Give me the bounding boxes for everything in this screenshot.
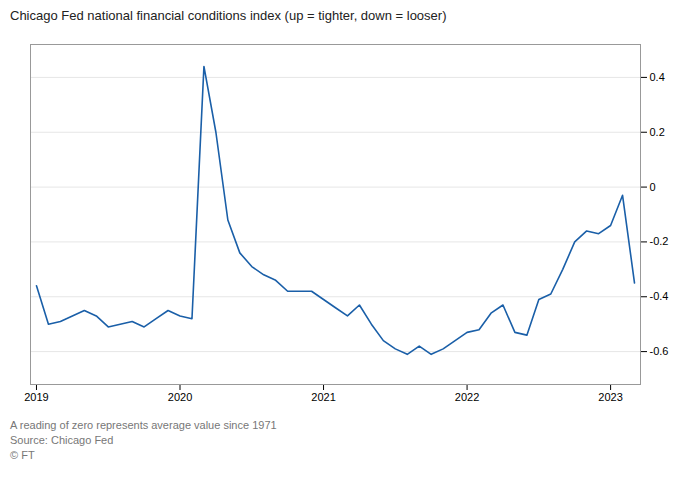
svg-text:2019: 2019: [24, 391, 48, 403]
html-text:Source: Chicago Fed: Source: Chicago Fed: [10, 433, 114, 446]
svg-text:0.2: 0.2: [650, 126, 665, 138]
svg-text:-0.4: -0.4: [650, 290, 669, 302]
html-text:© FT: © FT: [10, 448, 35, 461]
html-text:A reading of zero represents a: A reading of zero represents average val…: [10, 419, 277, 431]
svg-text:2021: 2021: [311, 391, 335, 403]
svg-text:-0.2: -0.2: [650, 235, 669, 247]
svg-text:2022: 2022: [455, 391, 479, 403]
svg-text:0.4: 0.4: [650, 71, 665, 83]
svg-text:2023: 2023: [598, 391, 622, 403]
svg-text:2020: 2020: [168, 391, 192, 403]
svg-text:0: 0: [650, 181, 656, 193]
html-text:Chicago Fed national financial: Chicago Fed national financial condition…: [10, 8, 447, 23]
svg-text:-0.6: -0.6: [650, 345, 669, 357]
